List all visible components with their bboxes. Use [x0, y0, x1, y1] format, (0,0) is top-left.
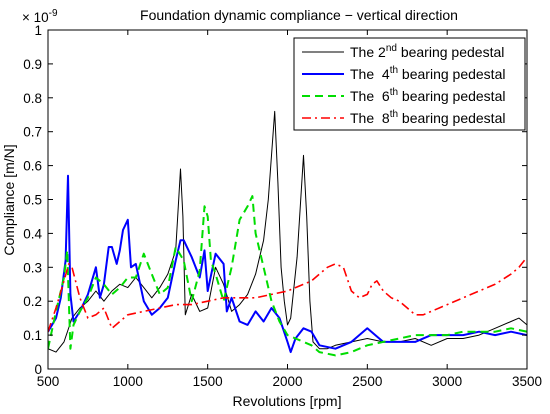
legend: The 2nd bearing pedestal The 4th bearing … — [293, 37, 526, 131]
legend-label-2: The 4th bearing pedestal — [350, 65, 505, 82]
series-layer — [48, 110, 527, 357]
y-tick-label: 0.5 — [23, 193, 42, 208]
legend-label-1: The 2nd bearing pedestal — [350, 43, 504, 60]
svg-text:× 10-9: × 10-9 — [22, 8, 58, 25]
y-tick-label: 0.3 — [23, 260, 42, 275]
y-axis-label: Compliance [m/N] — [1, 144, 17, 255]
x-tick-label: 1000 — [113, 374, 143, 389]
y-tick-label: 0.1 — [23, 328, 42, 343]
x-tick-label: 1500 — [193, 374, 223, 389]
x-tick-label: 2000 — [272, 374, 302, 389]
y-tick-label: 0.6 — [23, 159, 42, 174]
legend-label-3: The 6th bearing pedestal — [350, 87, 505, 104]
x-axis-label: Revolutions [rpm] — [233, 393, 342, 409]
y-tick-label: 0.4 — [23, 226, 42, 241]
y-tick-label: 0.7 — [23, 125, 42, 140]
x-tick-label: 2500 — [352, 374, 382, 389]
series-line-2 — [48, 174, 527, 354]
chart-title: Foundation dynamic compliance − vertical… — [140, 7, 458, 23]
legend-label-4: The 8th bearing pedestal — [350, 109, 505, 126]
y-tick-label: 0.9 — [23, 57, 42, 72]
axis-ticks: 500 1000 1500 2000 2500 3000 3500 0 0.1 0.2 0.3 0.4… — [23, 23, 542, 389]
y-tick-label: 0.8 — [23, 91, 42, 106]
y-tick-label: 0.2 — [23, 294, 42, 309]
y-tick-label: 1 — [34, 23, 42, 38]
y-tick-label: 0 — [34, 362, 42, 377]
legend-box — [293, 37, 526, 131]
x-tick-label: 3500 — [512, 374, 542, 389]
plot-area-border — [47, 29, 528, 370]
x-tick-label: 500 — [37, 374, 60, 389]
y-exponent-label: × 10-9 — [22, 8, 58, 25]
x-tick-label: 3000 — [432, 374, 462, 389]
